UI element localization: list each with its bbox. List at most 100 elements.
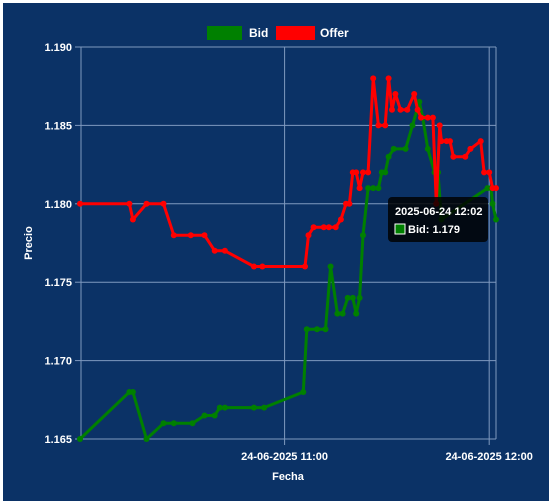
data-point-bid[interactable]: [382, 169, 389, 176]
data-point-bid[interactable]: [365, 185, 372, 192]
data-point-bid[interactable]: [216, 404, 223, 411]
data-point-offer[interactable]: [385, 75, 392, 82]
data-point-offer[interactable]: [310, 224, 317, 231]
data-point-bid[interactable]: [261, 404, 268, 411]
data-point-offer[interactable]: [477, 138, 484, 145]
data-point-offer[interactable]: [143, 200, 150, 207]
y-tick-label: 1.175: [44, 277, 72, 289]
data-point-offer[interactable]: [404, 106, 411, 113]
tooltip: 2025-06-24 12:02 Bid: 1.179: [388, 197, 488, 242]
data-point-bid[interactable]: [77, 436, 83, 442]
data-point-offer[interactable]: [170, 232, 177, 239]
data-point-offer[interactable]: [356, 185, 363, 192]
data-point-offer[interactable]: [462, 153, 469, 160]
data-point-offer[interactable]: [77, 200, 83, 207]
data-point-offer[interactable]: [382, 122, 389, 129]
data-point-bid[interactable]: [211, 412, 218, 419]
data-point-offer[interactable]: [332, 224, 339, 231]
y-tick-label: 1.170: [44, 356, 72, 368]
data-point-bid[interactable]: [356, 294, 363, 301]
data-point-offer[interactable]: [414, 106, 421, 113]
data-point-offer[interactable]: [201, 232, 208, 239]
data-point-bid[interactable]: [322, 326, 329, 333]
data-point-bid[interactable]: [353, 310, 360, 317]
data-point-offer[interactable]: [302, 263, 308, 270]
x-tick-label: 24-06-2025 11:00: [241, 451, 328, 463]
data-point-offer[interactable]: [211, 247, 218, 254]
y-tick-label: 1.190: [44, 42, 72, 54]
data-point-offer[interactable]: [493, 185, 499, 192]
data-point-bid[interactable]: [221, 404, 228, 411]
data-point-offer[interactable]: [129, 216, 136, 223]
data-point-bid[interactable]: [344, 294, 351, 301]
legend[interactable]: Bid Offer: [207, 26, 349, 40]
data-point-offer[interactable]: [436, 122, 443, 129]
data-point-bid[interactable]: [303, 326, 310, 333]
tooltip-title: 2025-06-24 12:02: [395, 206, 482, 218]
data-point-offer[interactable]: [320, 224, 327, 231]
data-point-offer[interactable]: [365, 169, 372, 176]
data-point-bid[interactable]: [170, 420, 177, 427]
data-point-bid[interactable]: [402, 145, 409, 152]
data-point-offer[interactable]: [160, 200, 167, 207]
data-point-offer[interactable]: [389, 106, 395, 113]
legend-label-bid: Bid: [249, 26, 268, 40]
data-point-bid[interactable]: [160, 420, 167, 427]
data-point-offer[interactable]: [392, 91, 399, 97]
data-point-bid[interactable]: [189, 420, 196, 427]
legend-item-offer[interactable]: Offer: [276, 26, 349, 40]
data-point-bid[interactable]: [416, 98, 423, 105]
data-point-offer[interactable]: [360, 169, 366, 176]
data-point-offer[interactable]: [450, 153, 457, 160]
data-point-bid[interactable]: [385, 153, 392, 160]
data-point-offer[interactable]: [126, 200, 133, 207]
data-point-offer[interactable]: [481, 169, 488, 176]
x-axis-title: Fecha: [272, 471, 305, 483]
data-point-offer[interactable]: [375, 122, 382, 129]
data-point-bid[interactable]: [250, 404, 257, 411]
data-point-bid[interactable]: [349, 294, 356, 301]
legend-label-offer: Offer: [320, 26, 349, 40]
data-point-offer[interactable]: [259, 263, 266, 270]
data-point-offer[interactable]: [438, 138, 445, 145]
data-point-bid[interactable]: [334, 310, 341, 317]
data-point-bid[interactable]: [493, 216, 499, 223]
data-point-bid[interactable]: [300, 389, 307, 395]
data-point-offer[interactable]: [346, 200, 353, 207]
data-point-bid[interactable]: [143, 436, 150, 442]
data-point-offer[interactable]: [424, 114, 431, 121]
data-point-bid[interactable]: [409, 122, 416, 129]
chart-frame: [3, 3, 549, 501]
data-point-bid[interactable]: [314, 326, 320, 333]
data-point-offer[interactable]: [337, 216, 344, 223]
data-point-offer[interactable]: [221, 247, 228, 254]
series-bid: [77, 98, 499, 442]
data-point-offer[interactable]: [397, 106, 404, 113]
data-point-bid[interactable]: [375, 185, 382, 192]
data-point-offer[interactable]: [447, 138, 453, 145]
data-point-offer[interactable]: [411, 91, 418, 97]
data-point-bid[interactable]: [201, 412, 208, 419]
data-point-offer[interactable]: [370, 75, 377, 82]
data-point-bid[interactable]: [489, 200, 496, 207]
legend-item-bid[interactable]: Bid: [207, 26, 268, 40]
data-point-offer[interactable]: [250, 263, 257, 270]
x-axis-ticks: 24-06-2025 11:00 24-06-2025 12:00: [241, 451, 533, 463]
data-point-offer[interactable]: [429, 114, 436, 121]
data-point-bid[interactable]: [370, 185, 377, 192]
data-point-bid[interactable]: [129, 389, 136, 395]
data-point-bid[interactable]: [390, 145, 397, 152]
data-point-bid[interactable]: [360, 232, 366, 239]
data-point-offer[interactable]: [325, 224, 332, 231]
legend-swatch-offer: [276, 26, 315, 40]
data-point-offer[interactable]: [353, 169, 360, 176]
data-point-offer[interactable]: [187, 232, 194, 239]
data-point-bid[interactable]: [424, 145, 431, 152]
data-point-bid[interactable]: [327, 263, 334, 270]
data-point-offer[interactable]: [305, 232, 312, 239]
data-point-offer[interactable]: [418, 114, 424, 121]
data-point-offer[interactable]: [486, 169, 493, 176]
data-point-offer[interactable]: [467, 145, 474, 152]
data-point-bid[interactable]: [339, 310, 346, 317]
